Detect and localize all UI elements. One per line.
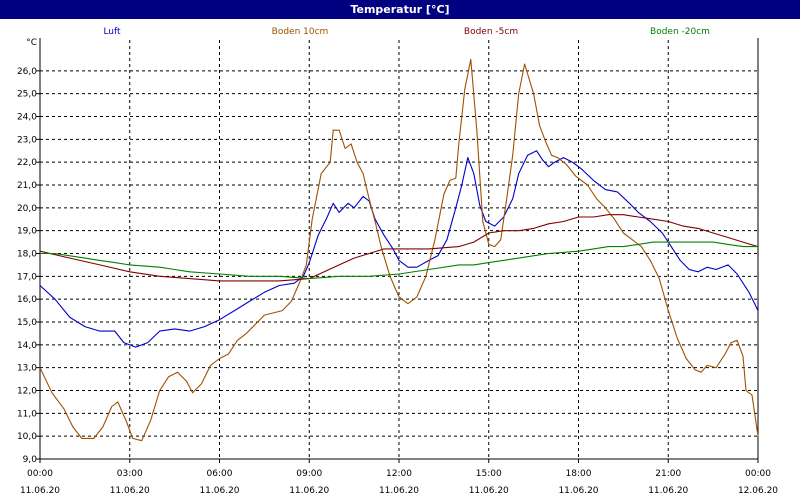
x-tick-date-label: 12.06.20 — [738, 486, 778, 496]
y-tick-label: 13,0 — [17, 364, 37, 374]
y-tick-label: 17,0 — [17, 272, 37, 282]
y-tick-label: 25,0 — [17, 90, 37, 100]
x-tick-time-label: 12:00 — [386, 469, 412, 479]
y-tick-label: 24,0 — [17, 113, 37, 123]
legend-entry-2: Boden 10cm — [272, 27, 329, 37]
x-tick-time-label: 00:00 — [27, 469, 53, 479]
x-tick-date-label: 11.06.20 — [558, 486, 598, 496]
y-tick-label: 26,0 — [17, 67, 37, 77]
x-tick-time-label: 00:00 — [745, 469, 771, 479]
x-tick-date-label: 11.06.20 — [20, 486, 60, 496]
y-tick-label: 18,0 — [17, 250, 37, 260]
x-tick-date-label: 11.06.20 — [379, 486, 419, 496]
y-tick-label: 22,0 — [17, 158, 37, 168]
y-tick-label: 12,0 — [17, 387, 37, 397]
series-line-1 — [39, 150, 759, 348]
y-tick-label: 9,0 — [23, 455, 38, 465]
window-title: Temperatur [°C] — [350, 3, 450, 16]
y-tick-label: 16,0 — [17, 295, 37, 305]
x-tick-date-label: 11.06.20 — [289, 486, 329, 496]
x-tick-time-label: 21:00 — [655, 469, 681, 479]
legend-entry-3: Boden -5cm — [464, 27, 518, 37]
y-tick-label: 11,0 — [17, 409, 37, 419]
series-line-2 — [39, 58, 759, 442]
y-tick-label: 20,0 — [17, 204, 37, 214]
x-tick-date-label: 11.06.20 — [199, 486, 239, 496]
x-tick-date-label: 11.06.20 — [648, 486, 688, 496]
legend-entry-1: Luft — [103, 27, 121, 37]
y-tick-label: 19,0 — [17, 227, 37, 237]
series-line-4 — [40, 241, 758, 280]
y-tick-label: 15,0 — [17, 318, 37, 328]
x-tick-time-label: 09:00 — [296, 469, 322, 479]
y-tick-label: 23,0 — [17, 135, 37, 145]
y-tick-label: 10,0 — [17, 432, 37, 442]
window-title-bar: Temperatur [°C] — [0, 0, 800, 19]
x-tick-time-label: 18:00 — [566, 469, 592, 479]
series-line-3 — [39, 214, 759, 282]
x-tick-date-label: 11.06.20 — [469, 486, 509, 496]
legend-entry-4: Boden -20cm — [650, 27, 710, 37]
y-tick-label: 14,0 — [17, 341, 37, 351]
x-tick-time-label: 15:00 — [476, 469, 502, 479]
x-tick-time-label: 03:00 — [117, 469, 143, 479]
x-tick-date-label: 11.06.20 — [110, 486, 150, 496]
y-axis-unit-label: °C — [26, 38, 37, 48]
x-tick-time-label: 06:00 — [207, 469, 233, 479]
y-tick-label: 21,0 — [17, 181, 37, 191]
